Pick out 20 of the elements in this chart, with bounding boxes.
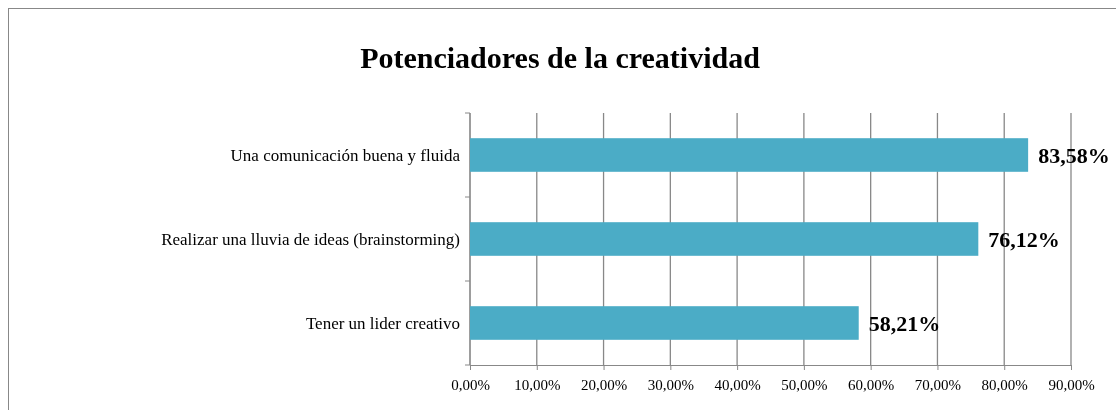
data-label: 76,12% [988, 226, 1060, 252]
x-tick-label: 60,00% [848, 376, 895, 393]
x-tick-label: 50,00% [781, 376, 828, 393]
y-tick-label: Tener un lider creativo [305, 313, 460, 333]
x-tick-label: 40,00% [714, 376, 761, 393]
data-label: 58,21% [868, 310, 941, 336]
x-tick-label: 30,00% [647, 376, 694, 393]
x-tick-label: 10,00% [514, 376, 561, 393]
y-tick-label: Realizar una lluvia de ideas (brainstorming) [161, 229, 460, 249]
x-tick-label: 90,00% [1048, 376, 1095, 393]
bar [470, 138, 1029, 172]
chart-title: Potenciadores de la creatividad [360, 41, 761, 74]
y-tick-label: Una comunicación buena y fluida [230, 145, 461, 165]
x-tick-label: 20,00% [580, 376, 628, 393]
x-tick-label: 70,00% [914, 376, 962, 393]
bar [470, 222, 979, 256]
data-label: 83,58% [1038, 142, 1110, 168]
bar [470, 306, 859, 340]
x-tick-label: 80,00% [981, 376, 1028, 393]
x-tick-label: 0,00% [451, 376, 490, 393]
